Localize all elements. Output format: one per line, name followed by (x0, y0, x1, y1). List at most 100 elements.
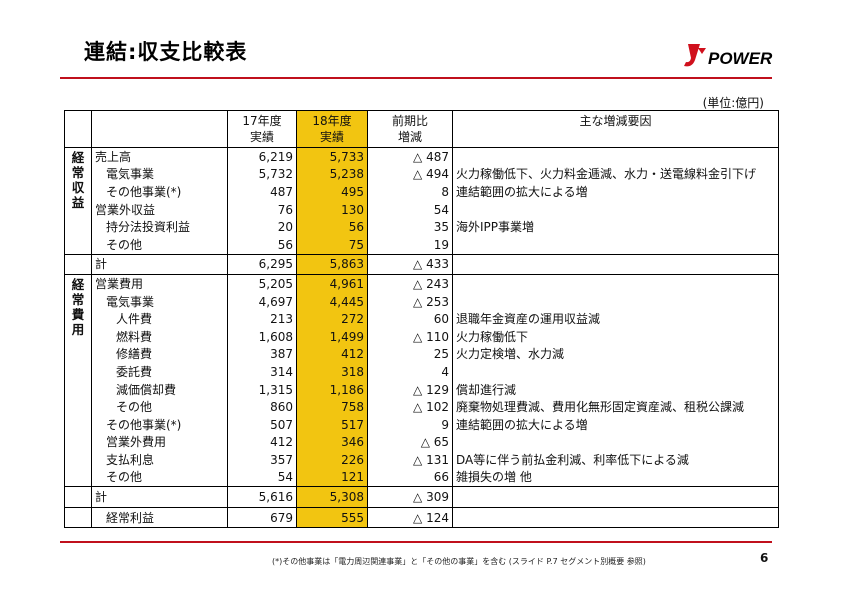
row-label: 委託費 (91, 363, 228, 381)
table-row: 計 6,295 5,863 △ 433 (64, 253, 779, 275)
table-row: 減価償却費 1,315 1,186 △ 129 償却進行減 (65, 380, 779, 399)
fy18-value: 56 (296, 218, 368, 236)
fy18-value: 318 (296, 363, 368, 381)
fy18-value: 5,238 (296, 165, 368, 184)
fy17-value: 20 (227, 218, 297, 236)
table-row: 委託費 314 318 4 (65, 363, 779, 381)
company-logo: POWER (684, 44, 773, 68)
fy18-value: 346 (296, 433, 368, 452)
row-label: 持分法投資利益 (91, 218, 228, 236)
reason-text: 償却進行減 (452, 380, 779, 399)
row-label: 計 (91, 253, 228, 275)
diff-value: △ 102 (367, 398, 453, 416)
row-label: 人件費 (91, 310, 228, 328)
reason-text (452, 200, 779, 219)
diff-value: 66 (367, 468, 453, 487)
diff-value: △ 487 (367, 146, 453, 166)
row-label: その他 (91, 235, 228, 255)
diff-value: △ 253 (367, 292, 453, 311)
row-label: 電気事業 (91, 165, 228, 184)
fy18-value: 121 (296, 468, 368, 487)
row-label: その他 (91, 398, 228, 416)
fy18-value: 5,863 (296, 253, 368, 275)
fy18-value: 412 (296, 345, 368, 364)
row-label: 計 (91, 486, 228, 508)
table-row: 人件費 213 272 60 退職年金資産の運用収益減 (65, 310, 779, 328)
fy17-value: 5,205 (227, 274, 297, 293)
diff-value: △ 124 (367, 506, 453, 529)
row-label: その他事業(*) (91, 183, 228, 201)
fy17-value: 56 (227, 235, 297, 255)
diff-value: △ 433 (367, 253, 453, 275)
table-row: 経常収益売上高 6,219 5,733 △ 487 (64, 146, 779, 255)
row-label: 修繕費 (91, 345, 228, 364)
reason-text: 連結範囲の拡大による増 (452, 415, 779, 434)
table-row: 持分法投資利益 20 56 35 海外IPP事業増 (65, 218, 779, 236)
fy18-value: 5,308 (296, 486, 368, 508)
fy18-value: 5,733 (296, 146, 368, 166)
diff-value: △ 309 (367, 486, 453, 508)
category-ordinary-revenue: 経常収益 (64, 147, 92, 255)
table-row: その他事業(*) 507 517 9 連結範囲の拡大による増 (65, 415, 779, 434)
row-label: 電気事業 (91, 292, 228, 311)
reason-text (452, 235, 779, 255)
table-row: 修繕費 387 412 25 火力定検増、水力減 (65, 345, 779, 364)
reason-text: DA等に伴う前払金利減、利率低下による減 (452, 451, 779, 469)
reason-text (452, 506, 779, 529)
fy18-value: 226 (296, 451, 368, 469)
fy17-value: 1,315 (227, 380, 297, 399)
fy18-value: 1,499 (296, 327, 368, 346)
table-row: 営業外収益 76 130 54 (65, 200, 779, 219)
reason-text: 火力定検増、水力減 (452, 345, 779, 364)
fy18-value: 495 (296, 183, 368, 201)
fy18-value: 130 (296, 200, 368, 219)
table-header-row: 17年度 実績 18年度 実績 前期比 増減 主な増減要因 (64, 110, 779, 148)
reason-text (452, 363, 779, 381)
header-reason: 主な増減要因 (452, 110, 779, 148)
table-row: 計 5,616 5,308 △ 309 (64, 486, 779, 508)
row-label: 営業外収益 (91, 200, 228, 219)
fy17-value: 6,219 (227, 146, 297, 166)
reason-text (452, 433, 779, 452)
header-fy18: 18年度 実績 (296, 110, 368, 148)
reason-text: 廃棄物処理費減、費用化無形固定資産減、租税公課減 (452, 398, 779, 416)
diff-value: 9 (367, 415, 453, 434)
diff-value: 54 (367, 200, 453, 219)
fy17-value: 1,608 (227, 327, 297, 346)
fy17-value: 54 (227, 468, 297, 487)
footnote: (*)その他事業は「電力周辺関連事業」と「その他の事業」を含む (スライド P.… (272, 557, 646, 566)
table-row: その他 56 75 19 (65, 235, 779, 255)
row-label: 売上高 (91, 146, 228, 166)
fy17-value: 507 (227, 415, 297, 434)
header-diff: 前期比 増減 (367, 110, 453, 148)
fy17-value: 5,616 (227, 486, 297, 508)
fy17-value: 314 (227, 363, 297, 381)
table-row: 経常利益 679 555 △ 124 (64, 506, 779, 529)
diff-value: 4 (367, 363, 453, 381)
diff-value: 60 (367, 310, 453, 328)
fy17-value: 4,697 (227, 292, 297, 311)
fy17-value: 412 (227, 433, 297, 452)
diff-value: △ 65 (367, 433, 453, 452)
row-label: 減価償却費 (91, 380, 228, 399)
row-label: その他事業(*) (91, 415, 228, 434)
fy18-value: 4,445 (296, 292, 368, 311)
diff-value: △ 110 (367, 327, 453, 346)
diff-value: △ 131 (367, 451, 453, 469)
logo-mark-icon (684, 44, 700, 67)
reason-text (452, 486, 779, 508)
fy17-value: 6,295 (227, 253, 297, 275)
table-row: 営業外費用 412 346 △ 65 (65, 433, 779, 452)
reason-text: 海外IPP事業増 (452, 218, 779, 236)
reason-text: 火力稼働低下 (452, 327, 779, 346)
row-label: 支払利息 (91, 451, 228, 469)
fy18-value: 758 (296, 398, 368, 416)
row-label: 燃料費 (91, 327, 228, 346)
reason-text (452, 253, 779, 275)
table-row: 電気事業 5,732 5,238 △ 494 火力稼働低下、火力料金逓減、水力・送電線料… (65, 165, 779, 184)
diff-value: △ 494 (367, 165, 453, 184)
table-row: 燃料費 1,608 1,499 △ 110 火力稼働低下 (65, 327, 779, 346)
unit-label: (単位:億円) (702, 96, 764, 110)
reason-text: 火力稼働低下、火力料金逓減、水力・送電線料金引下げ (452, 165, 779, 184)
reason-text (452, 292, 779, 311)
